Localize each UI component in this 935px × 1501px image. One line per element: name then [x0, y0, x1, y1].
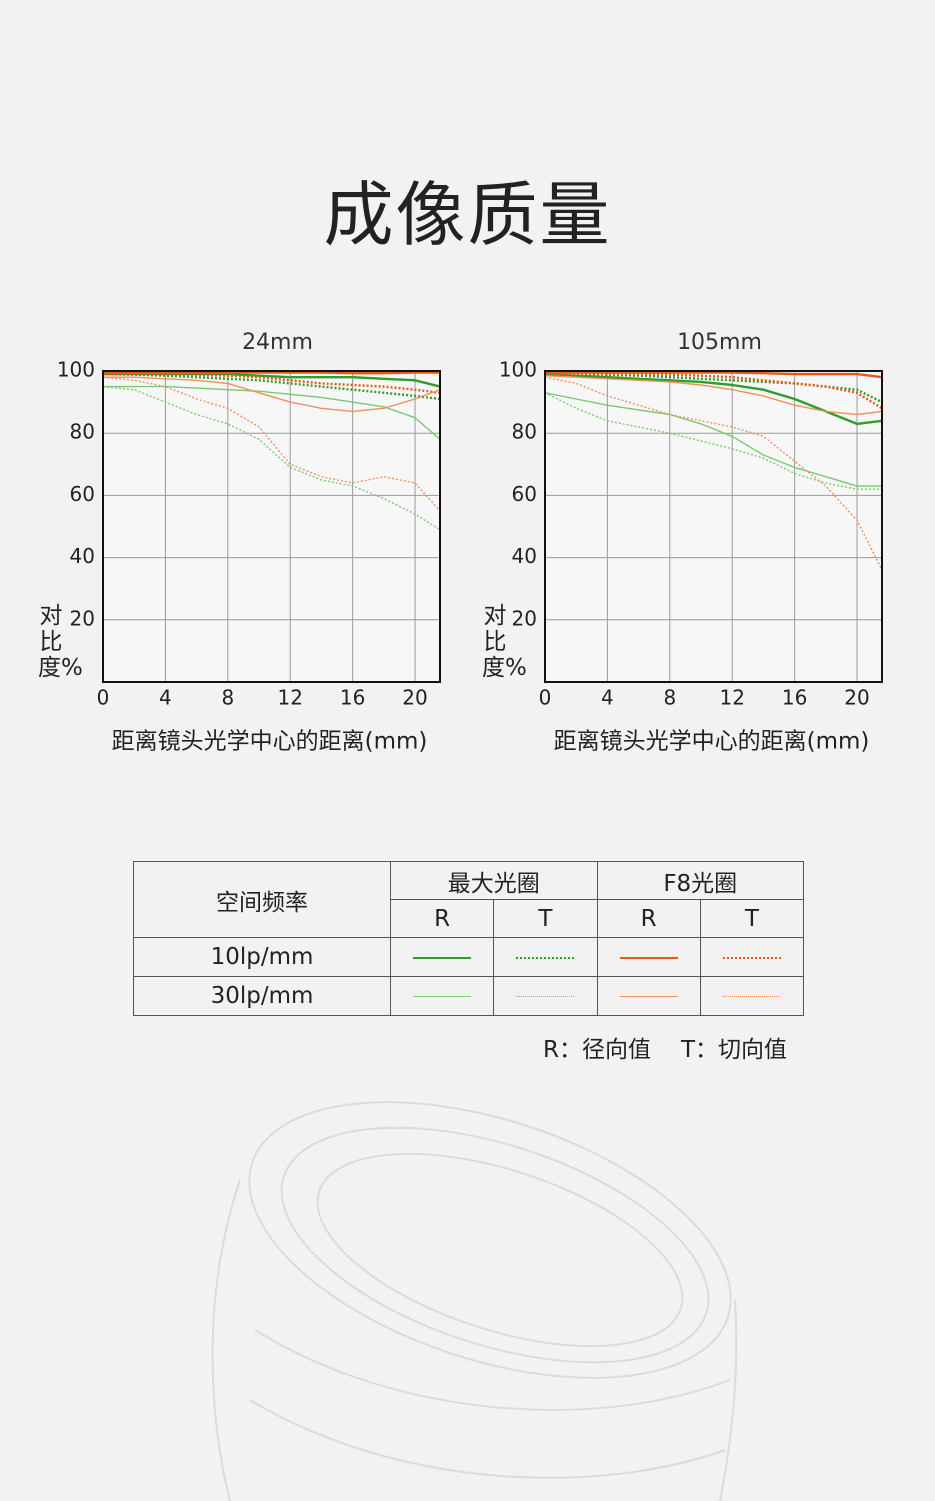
x-tick-label: 20	[402, 686, 427, 710]
x-tick-label: 12	[719, 686, 744, 710]
line-series	[545, 372, 883, 410]
legend-row-label: 30lp/mm	[133, 976, 391, 1016]
legend-swatch	[516, 996, 575, 997]
legend-swatch	[516, 956, 575, 959]
y-tick-label: 100	[499, 358, 537, 382]
y-tick-label: 80	[70, 420, 95, 444]
legend-row-label: 10lp/mm	[133, 937, 391, 977]
line-series	[544, 372, 883, 426]
x-tick-label: 0	[97, 686, 110, 710]
line-series	[102, 376, 441, 512]
legend-swatch	[722, 996, 781, 997]
line-series	[103, 376, 441, 413]
x-tick-label: 0	[539, 686, 552, 710]
legend-cell	[699, 976, 805, 1016]
legend-subheader: R	[389, 899, 495, 938]
y-tick-label: 60	[70, 482, 95, 506]
y-tick-label: 80	[512, 420, 537, 444]
legend-swatch	[619, 996, 678, 997]
legend-cell	[389, 937, 495, 977]
y-tick-label: 60	[512, 482, 537, 506]
legend-header: 空间频率	[133, 861, 391, 938]
legend-subheader: T	[699, 899, 805, 938]
x-axis-label: 距离镜头光学中心的距离(mm)	[112, 729, 428, 755]
x-tick-label: 8	[663, 686, 676, 710]
y-axis-label: 对比度%	[38, 603, 83, 681]
legend-swatch	[619, 956, 678, 959]
chart-title: 24mm	[242, 330, 313, 355]
legend-cell	[596, 937, 701, 977]
legend-group: F8光圈	[596, 861, 804, 900]
y-tick-label: 100	[57, 358, 95, 382]
note-text: R：径向值	[543, 1037, 651, 1063]
line-series	[103, 371, 440, 375]
x-axis-label: 距离镜头光学中心的距离(mm)	[554, 729, 870, 755]
x-tick-label: 20	[844, 686, 869, 710]
plot-area	[103, 371, 440, 682]
legend-cell	[596, 976, 701, 1016]
y-axis-label: 对比度%	[482, 603, 527, 681]
legend-subheader: R	[596, 899, 701, 938]
line-series	[103, 372, 441, 394]
line-series	[545, 371, 883, 379]
y-tick-label: 40	[512, 544, 537, 568]
line-series	[102, 372, 441, 401]
note: R：径向值 T：切向值	[543, 1034, 787, 1066]
legend-swatch	[413, 996, 472, 997]
legend-cell	[493, 976, 598, 1016]
x-tick-label: 16	[340, 686, 365, 710]
line-series	[544, 375, 883, 416]
line-series	[102, 385, 441, 531]
x-tick-label: 16	[782, 686, 807, 710]
legend-cell	[699, 937, 805, 977]
x-tick-label: 4	[159, 686, 172, 710]
legend-swatch	[413, 956, 472, 959]
x-tick-label: 4	[601, 686, 614, 710]
legend-swatch	[722, 956, 781, 959]
line-series	[103, 385, 441, 440]
y-tick-label: 20	[512, 606, 537, 630]
note-text: T：切向值	[680, 1037, 788, 1063]
y-tick-label: 20	[70, 606, 95, 630]
legend-cell	[389, 976, 495, 1016]
plot-frame	[544, 370, 883, 683]
x-tick-label: 12	[277, 686, 302, 710]
plot-frame	[102, 370, 441, 683]
legend-group: 最大光圈	[390, 861, 598, 900]
legend-cell	[493, 937, 598, 977]
legend-subheader: T	[493, 899, 598, 938]
x-tick-label: 8	[221, 686, 234, 710]
line-series	[544, 392, 882, 487]
legend-table: 空间频率 最大光圈 F8光圈 R T R T 10lp/mm 30lp/mm	[133, 861, 805, 1016]
y-tick-label: 40	[70, 544, 95, 568]
chart-title: 105mm	[677, 330, 762, 355]
plot-area	[545, 371, 882, 682]
page-title: 成像质量	[323, 174, 612, 256]
line-series	[544, 392, 882, 490]
